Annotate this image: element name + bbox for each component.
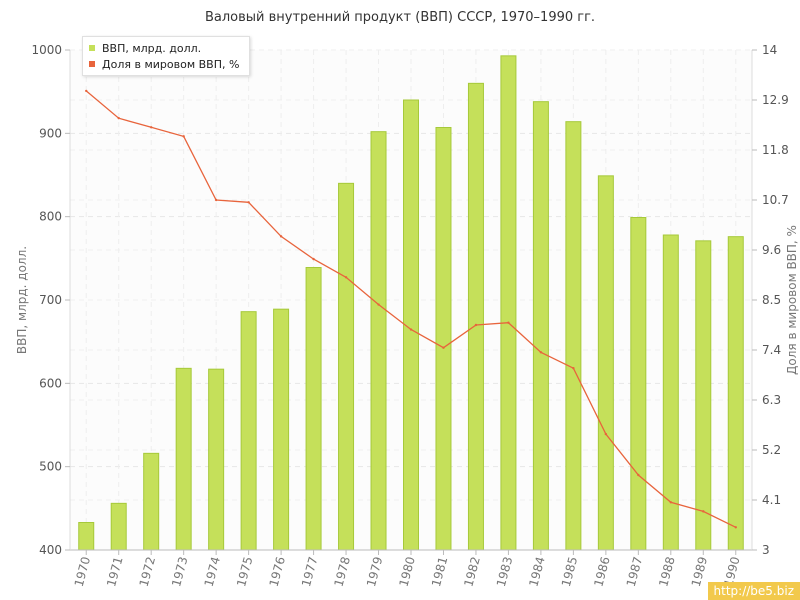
left-tick-label-3: 700	[39, 293, 62, 307]
x-tick-label-1984: 1984	[526, 555, 547, 588]
x-tick-label-1985: 1985	[559, 555, 580, 588]
bar-1985	[565, 121, 582, 551]
left-tick-label-6: 1000	[31, 43, 62, 57]
y-axis-title: ВВП, млрд. долл.	[15, 246, 29, 354]
right-tick-label-9: 12.9	[762, 93, 789, 107]
bar-1972	[143, 452, 160, 551]
share-point-1975	[247, 201, 250, 204]
x-tick-label-1987: 1987	[624, 555, 645, 588]
x-tick-label-1974: 1974	[202, 555, 223, 588]
share-point-1982	[474, 323, 478, 327]
bar-1989	[695, 240, 712, 551]
left-tick-label-2: 600	[39, 376, 62, 390]
legend: ВВП, млрд. долл. Доля в мировом ВВП, %	[82, 36, 251, 76]
bar-1981	[435, 127, 452, 551]
right-tick-label-6: 9.6	[762, 243, 781, 257]
legend-label-share: Доля в мировом ВВП, %	[102, 57, 240, 71]
right-tick-label-10: 14	[762, 43, 777, 57]
bar-1990	[727, 236, 744, 551]
x-tick-label-1981: 1981	[429, 555, 450, 588]
right-tick-label-2: 5.2	[762, 443, 781, 457]
x-tick-label-1970: 1970	[72, 555, 93, 588]
share-point-1987	[637, 473, 640, 477]
x-tick-label-1971: 1971	[104, 555, 125, 588]
left-tick-label-4: 800	[39, 210, 62, 224]
right-tick-label-0: 3	[762, 543, 770, 557]
bar-1973	[175, 367, 192, 551]
legend-swatch-share	[89, 61, 95, 67]
share-point-1977	[312, 257, 315, 261]
bar-1984	[532, 101, 549, 551]
bar-1977	[305, 267, 322, 551]
share-point-1983	[507, 321, 510, 324]
x-tick-label-1986: 1986	[591, 555, 612, 588]
legend-item-gdp[interactable]: ВВП, млрд. долл.	[89, 40, 239, 56]
share-point-1988	[669, 501, 673, 504]
share-point-1985	[572, 366, 575, 370]
right-tick-label-8: 11.8	[762, 143, 789, 157]
share-point-1972	[149, 126, 153, 129]
x-tick-label-1980: 1980	[396, 555, 417, 588]
bar-1978	[338, 182, 355, 551]
legend-label-gdp: ВВП, млрд. долл.	[102, 41, 202, 55]
share-point-1974	[214, 198, 218, 202]
share-point-1990	[734, 526, 737, 529]
share-point-1981	[442, 346, 445, 349]
bar-1983	[500, 55, 517, 551]
watermark[interactable]: http://be5.biz	[707, 582, 800, 600]
share-point-1973	[182, 135, 185, 138]
bar-1976	[273, 308, 290, 551]
bar-1979	[370, 131, 387, 551]
x-tick-label-1977: 1977	[299, 555, 320, 588]
x-tick-label-1975: 1975	[234, 555, 255, 588]
y2-axis-title: Доля в мировом ВВП, %	[785, 225, 799, 375]
x-tick-label-1982: 1982	[461, 555, 482, 588]
x-tick-label-1972: 1972	[137, 555, 158, 588]
share-point-1980	[409, 328, 413, 331]
chart-title: Валовый внутренний продукт (ВВП) СССР, 1…	[204, 10, 596, 25]
bar-1974	[208, 368, 225, 551]
right-tick-label-5: 8.5	[762, 293, 781, 307]
line-series	[85, 89, 737, 529]
x-tick-label-1973: 1973	[169, 555, 190, 588]
right-tick-label-1: 4.1	[762, 493, 781, 507]
right-tick-label-4: 7.4	[762, 343, 781, 357]
x-tick-label-1978: 1978	[332, 555, 353, 588]
share-point-1971	[117, 116, 120, 120]
share-point-1979	[377, 303, 380, 306]
right-tick-label-3: 6.3	[762, 393, 781, 407]
bar-1986	[597, 175, 614, 551]
left-tick-label-0: 400	[39, 543, 62, 557]
bar-1975	[240, 311, 257, 551]
bar-1970	[78, 522, 95, 551]
share-point-1984	[539, 351, 543, 354]
bar-series	[78, 55, 744, 551]
share-point-1978	[344, 276, 348, 279]
bar-1987	[630, 217, 647, 551]
share-point-1970	[85, 89, 88, 93]
x-tick-label-1979: 1979	[364, 555, 385, 588]
x-tick-label-1983: 1983	[494, 555, 515, 588]
share-point-1986	[604, 432, 608, 436]
left-tick-label-1: 500	[39, 460, 62, 474]
x-tick-label-1988: 1988	[656, 555, 677, 588]
x-tick-label-1976: 1976	[267, 555, 288, 588]
right-tick-label-7: 10.7	[762, 193, 789, 207]
legend-swatch-gdp	[89, 45, 95, 51]
bar-1971	[110, 502, 127, 551]
legend-item-share[interactable]: Доля в мировом ВВП, %	[89, 56, 239, 72]
left-tick-label-5: 900	[39, 126, 62, 140]
share-point-1976	[279, 235, 283, 238]
share-point-1989	[702, 510, 705, 513]
bar-1982	[467, 82, 484, 551]
